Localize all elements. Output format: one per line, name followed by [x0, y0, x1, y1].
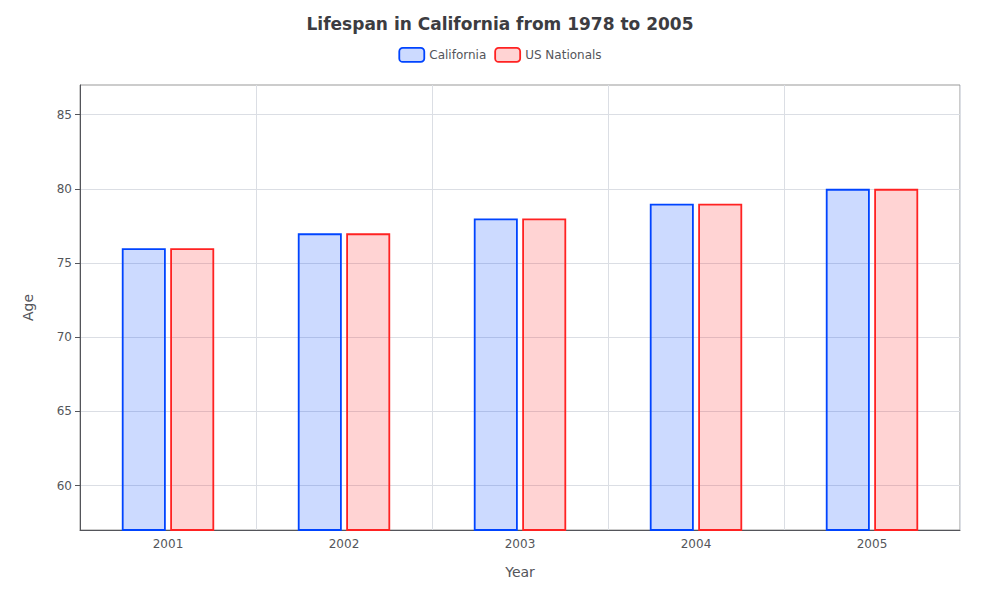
- svg-text:Age: Age: [20, 294, 36, 321]
- svg-text:75: 75: [57, 256, 72, 270]
- svg-text:Year: Year: [504, 564, 535, 580]
- svg-text:California: California: [429, 48, 486, 62]
- svg-text:2004: 2004: [681, 537, 712, 551]
- svg-text:US Nationals: US Nationals: [525, 48, 601, 62]
- svg-text:2005: 2005: [857, 537, 888, 551]
- svg-text:Lifespan in California from 19: Lifespan in California from 1978 to 2005: [307, 14, 694, 34]
- svg-text:80: 80: [57, 182, 72, 196]
- svg-text:60: 60: [57, 479, 72, 493]
- svg-text:2002: 2002: [329, 537, 360, 551]
- svg-text:85: 85: [57, 108, 72, 122]
- svg-text:70: 70: [57, 330, 72, 344]
- svg-text:2001: 2001: [153, 537, 184, 551]
- svg-text:2003: 2003: [505, 537, 536, 551]
- svg-text:65: 65: [57, 404, 72, 418]
